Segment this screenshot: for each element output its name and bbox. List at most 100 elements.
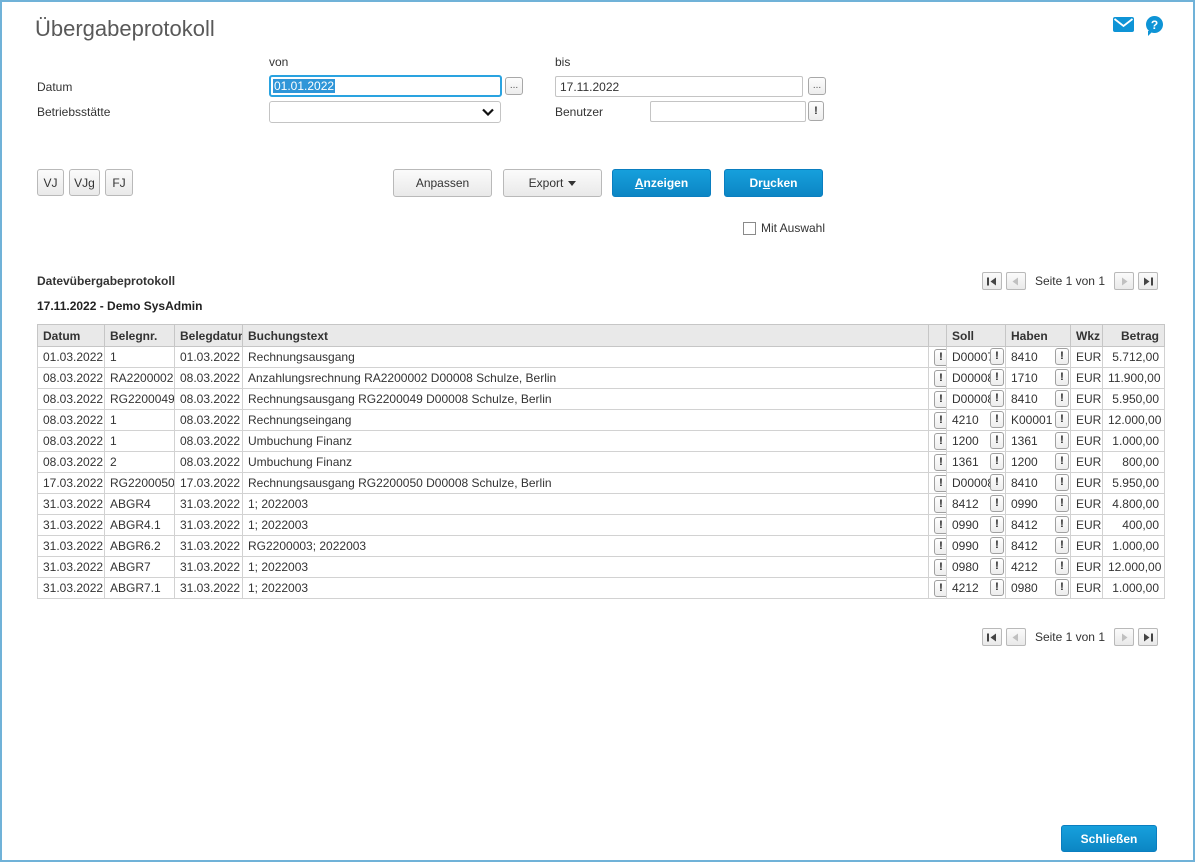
vj-button[interactable]: VJ: [37, 169, 64, 196]
warning-button[interactable]: !: [934, 474, 946, 492]
datum-von-input[interactable]: 01.01.2022: [269, 75, 502, 97]
warning-button[interactable]: !: [1055, 474, 1069, 491]
betrag-cell: 5.950,00: [1102, 472, 1165, 494]
schliessen-button[interactable]: Schließen: [1061, 825, 1157, 852]
datum-cell: 08.03.2022: [37, 430, 105, 452]
chevron-down-icon: [482, 108, 494, 116]
next-page-button[interactable]: [1114, 272, 1134, 290]
column-header: Belegdatum: [174, 324, 243, 347]
warning-button[interactable]: !: [934, 390, 946, 408]
warning-button[interactable]: !: [934, 537, 946, 555]
belegdatum-cell: 08.03.2022: [174, 388, 243, 410]
warning-button[interactable]: !: [1055, 558, 1069, 575]
warning-button[interactable]: !: [1055, 495, 1069, 512]
soll-cell: 1361!: [946, 451, 1006, 473]
datum-bis-browse-button[interactable]: ...: [808, 77, 826, 95]
warning-button[interactable]: !: [990, 495, 1004, 512]
belegnr-cell: 1: [104, 430, 175, 452]
fj-button[interactable]: FJ: [105, 169, 133, 196]
table-row: 08.03.2022 2 08.03.2022 Umbuchung Finanz! 13…: [37, 451, 1165, 473]
datum-von-browse-button[interactable]: ...: [505, 77, 523, 95]
betrag-cell: 4.800,00: [1102, 493, 1165, 515]
belegdatum-cell: 01.03.2022: [174, 346, 243, 368]
warning-button[interactable]: !: [1055, 453, 1069, 470]
warning-button[interactable]: !: [934, 516, 946, 534]
datum-bis-input[interactable]: [555, 76, 803, 97]
belegdatum-cell: 08.03.2022: [174, 409, 243, 431]
warning-button[interactable]: !: [1055, 516, 1069, 533]
warning-button[interactable]: !: [934, 348, 946, 366]
warning-button[interactable]: !: [990, 516, 1004, 533]
previous-page-button[interactable]: [1005, 628, 1026, 646]
soll-value: 1361: [952, 455, 979, 469]
soll-value: 1200: [952, 434, 979, 448]
soll-value: 0990: [952, 518, 979, 532]
warning-button[interactable]: !: [934, 558, 946, 576]
warning-cell: !: [928, 535, 947, 557]
warning-button[interactable]: !: [1055, 369, 1069, 386]
pager-top: Seite 1 von 1: [981, 272, 1158, 290]
warning-button[interactable]: !: [934, 495, 946, 513]
warning-button[interactable]: !: [990, 411, 1004, 428]
warning-cell: !: [928, 493, 947, 515]
benutzer-warning-button[interactable]: !: [808, 101, 824, 121]
warning-button[interactable]: !: [990, 579, 1004, 596]
haben-value: 4212: [1011, 560, 1038, 574]
warning-button[interactable]: !: [990, 453, 1004, 470]
first-page-button[interactable]: [981, 272, 1002, 290]
warning-button[interactable]: !: [990, 348, 1004, 365]
wkz-cell: EUR: [1070, 556, 1103, 578]
table-row: 31.03.2022 ABGR6.2 31.03.2022 RG2200003; 20…: [37, 535, 1165, 557]
wkz-cell: EUR: [1070, 451, 1103, 473]
haben-value: 0980: [1011, 581, 1038, 595]
mit-auswahl-checkbox[interactable]: [743, 221, 756, 235]
warning-button[interactable]: !: [934, 432, 946, 450]
column-header: [928, 324, 947, 347]
warning-button[interactable]: !: [990, 558, 1004, 575]
table-row: 17.03.2022 RG2200050 17.03.2022 Rechnungsau…: [37, 472, 1165, 494]
help-icon[interactable]: ?: [1146, 16, 1163, 36]
first-page-button[interactable]: [981, 628, 1002, 646]
haben-value: 1361: [1011, 434, 1038, 448]
warning-button[interactable]: !: [934, 411, 946, 429]
soll-value: D00008: [952, 392, 995, 406]
soll-cell: 4210!: [946, 409, 1006, 431]
last-page-button[interactable]: [1138, 628, 1158, 646]
warning-button[interactable]: !: [1055, 390, 1069, 407]
previous-page-button[interactable]: [1005, 272, 1026, 290]
buchungstext-cell: Rechnungsausgang: [242, 346, 929, 368]
warning-button[interactable]: !: [934, 453, 946, 471]
soll-value: 4212: [952, 581, 979, 595]
betriebsstaette-select[interactable]: [269, 101, 501, 123]
warning-button[interactable]: !: [1055, 411, 1069, 428]
buchungstext-cell: 1; 2022003: [242, 493, 929, 515]
vjg-button[interactable]: VJg: [69, 169, 100, 196]
warning-button[interactable]: !: [934, 579, 946, 597]
haben-value: K00001: [1011, 413, 1053, 427]
next-page-button[interactable]: [1114, 628, 1134, 646]
drucken-button[interactable]: Dr u cken: [724, 169, 823, 197]
benutzer-input[interactable]: [650, 101, 806, 122]
anpassen-button[interactable]: Anpassen: [393, 169, 492, 197]
warning-button[interactable]: !: [1055, 432, 1069, 449]
warning-button[interactable]: !: [990, 390, 1004, 407]
soll-value: D00007: [952, 350, 995, 364]
warning-cell: !: [928, 388, 947, 410]
warning-button[interactable]: !: [990, 537, 1004, 554]
datum-cell: 08.03.2022: [37, 388, 105, 410]
belegdatum-cell: 08.03.2022: [174, 367, 243, 389]
warning-button[interactable]: !: [990, 432, 1004, 449]
warning-button[interactable]: !: [934, 369, 946, 387]
warning-button[interactable]: !: [1055, 579, 1069, 596]
warning-button[interactable]: !: [990, 474, 1004, 491]
warning-button[interactable]: !: [1055, 348, 1069, 365]
betrag-cell: 11.900,00: [1102, 367, 1165, 389]
soll-cell: D00008!: [946, 472, 1006, 494]
soll-cell: 0990!: [946, 535, 1006, 557]
last-page-button[interactable]: [1138, 272, 1158, 290]
warning-button[interactable]: !: [990, 369, 1004, 386]
export-button[interactable]: Export: [503, 169, 602, 197]
warning-button[interactable]: !: [1055, 537, 1069, 554]
mail-icon[interactable]: [1113, 17, 1134, 32]
